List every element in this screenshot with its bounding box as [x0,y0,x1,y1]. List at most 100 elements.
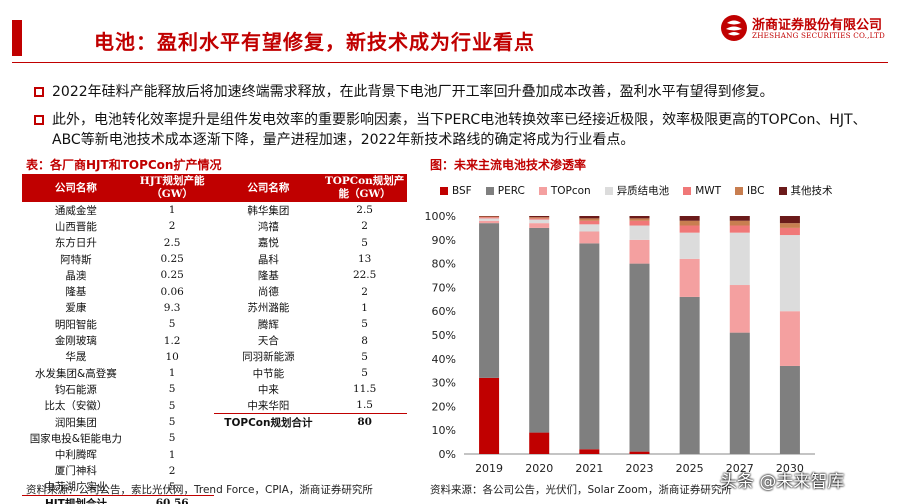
table-cell-company: 中节能 [252,367,285,380]
bar-segment [679,296,700,454]
table-cell-company: 爱康 [65,302,87,315]
y-tick-label: 30% [432,377,456,390]
table-cell-topcon-capacity: 1.5 [356,399,373,412]
legend-item: 异质结电池 [604,183,670,198]
table-cell-company: 同羽新能源 [242,351,295,364]
bar-segment [779,235,800,312]
table-cell-hjt-capacity: 0.06 [160,285,184,298]
table-cell-hjt-capacity: 5 [168,432,176,445]
bar-segment [779,223,800,228]
legend-swatch [440,186,448,195]
table-row: 明阳智能 5 腾辉 5 [22,316,407,332]
table-cell-company: 鸿禧 [257,220,279,233]
y-tick-label: 40% [432,353,456,366]
table-cell-topcon-capacity: 2.5 [356,204,373,217]
table-cell-company: 隆基 [65,286,87,299]
table-cell-company: 苏州潞能 [247,302,290,315]
x-tick-label: 2021 [575,462,603,475]
bar-segment [629,216,650,219]
table-cell-hjt-capacity: 1 [168,367,176,380]
y-tick-label: 10% [432,424,456,437]
chart-title: 图：未来主流电池技术渗透率 [430,158,587,172]
company-logo: 浙商证券股份有限公司 ZHESHANG SECURITIES CO.,LTD [720,14,888,44]
legend-label: MWT [695,184,722,197]
table-row: 水发集团&高登赛 1 中节能 5 [22,365,407,381]
table-cell-company: 晶澳 [65,269,87,282]
table-cell-topcon-capacity [322,430,407,446]
bar-segment [479,217,500,219]
table-row: 比太（安徽） 5 中来华阳 1.5 [22,398,407,414]
table-row: 厦门神科 2 [22,463,407,479]
table-cell-company: 中来 [257,383,279,396]
table-row: 华晟 10 同羽新能源 5 [22,349,407,365]
bar-segment [479,216,500,218]
table-cell-hjt-capacity: 0.25 [160,269,184,282]
table-body: 通威金堂 1 韩华集团 2.5 山西晋能 2 鸿禧 2 东方日升 2.5 嘉悦 5 阿特斯 0.25 晶科 1… [22,202,407,504]
zheshang-logo-icon [721,15,747,41]
table-row: 中苏湖广实业 5 [22,479,407,495]
bar-segment [679,216,700,221]
bar-segment [529,217,550,219]
table-cell-company: 嘉悦 [257,237,279,250]
table-cell-hjt-capacity: 1 [168,448,176,461]
bar-segment [629,263,650,452]
legend-swatch [604,186,613,195]
table-cell-company: 尚德 [257,286,279,299]
bar-segment [479,377,500,454]
table-cell-topcon-capacity: 2 [361,285,368,298]
table-cell-company: 腾辉 [257,318,279,331]
legend-item: MWT [683,183,721,198]
capacity-table: 公司名称 HJT规划产能（GW） 公司名称 TOPCon规划产能（GW） 通威金… [22,174,407,504]
table-cell-hjt-capacity: 5 [168,416,176,428]
legend-swatch [683,186,692,195]
y-tick-label: 100% [425,210,456,223]
bullet-list: 2022年硅料产能释放后将加速终端需求释放，在此背景下电池厂开工率回升叠加成本改… [34,82,889,158]
table-cell-company: 明阳智能 [54,318,97,331]
table-cell-hjt-capacity: 5 [168,383,176,396]
bar-segment [729,220,750,226]
table-row: 金刚玻璃 1.2 天合 8 [22,332,407,348]
table-row: 通威金堂 1 韩华集团 2.5 [22,202,407,218]
penetration-chart: 0% 10% 20% 30% 40% 50% 60% 70% 80% 90% 100% 2019 202… [425,210,815,475]
table-row: 钧石能源 5 中来 11.5 [22,381,407,397]
bar-segment [529,219,550,224]
header-divider [12,62,888,63]
bar-segment [529,223,550,228]
bullet-text: 2022年硅料产能释放后将加速终端需求释放，在此背景下电池厂开工率回升叠加成本改… [52,84,774,100]
bar-segment [629,220,650,226]
table-cell-hjt-capacity: 2 [168,464,176,477]
bar-segment [579,224,600,232]
x-tick-label: 2020 [525,462,553,475]
y-tick-label: 60% [432,305,456,318]
table-row: 润阳集团 5 TOPCon规划合计 80 [22,413,407,431]
bar-segment [679,232,700,259]
table-cell-company: 中利腾晖 [54,449,97,462]
table-cell-hjt-capacity: 0.25 [160,253,184,266]
bar-segment [679,258,700,297]
table-cell-company: 中苏湖广实业 [44,481,108,494]
legend-label: 其他技术 [790,185,833,197]
header-topcon-capacity: TOPCon规划产能（GW） [322,174,407,202]
table-row: 中利腾晖 1 [22,446,407,462]
bar-segment [579,216,600,219]
table-cell-company: 比太（安徽） [44,400,108,413]
table-row: 山西晋能 2 鸿禧 2 [22,218,407,234]
table-row: 晶澳 0.25 隆基 22.5 [22,267,407,283]
table-cell-company: 水发集团&高登赛 [35,367,117,380]
bar-segment [479,218,500,221]
bar-segment [529,216,550,218]
bar-segment [629,225,650,240]
bar-segment [479,220,500,224]
bar-segment [579,231,600,244]
table-cell-topcon-capacity: 5 [361,236,368,249]
bar-segment [629,218,650,221]
table-cell-company: 山西晋能 [54,220,97,233]
table-cell-topcon-capacity: 22.5 [352,269,377,282]
legend-label: 异质结电池 [616,185,670,197]
table-cell-company: 华晟 [65,351,87,364]
table-cell-company: 韩华集团 [247,204,290,217]
table-cell-company: 中来华阳 [247,399,290,412]
bullet-item: 此外，电池转化效率提升是组件发电效率的重要影响因素，当下PERC电池转换效率已经… [34,110,889,150]
table-cell-topcon-capacity: 5 [361,367,368,380]
legend-item: IBC [735,183,765,198]
